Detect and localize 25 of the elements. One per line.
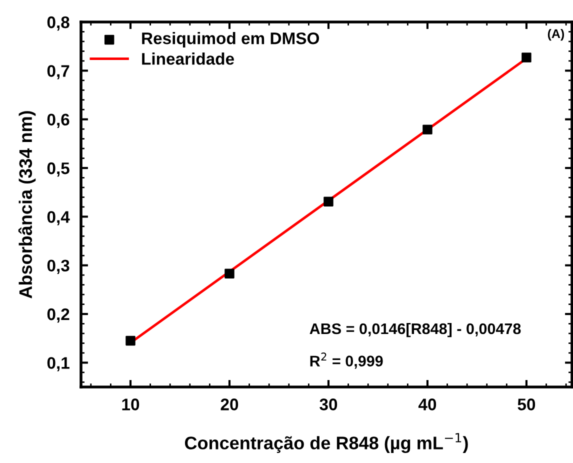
y-tick-label: 0,2 bbox=[47, 308, 70, 323]
annotation: (A) bbox=[548, 28, 564, 41]
x-tick-label: 10 bbox=[122, 398, 140, 410]
point bbox=[522, 52, 532, 62]
y-tick-label: 0,7 bbox=[47, 65, 70, 80]
x-tick-label: 30 bbox=[320, 398, 338, 410]
point bbox=[224, 268, 234, 278]
y-tick-label: 0,3 bbox=[47, 260, 70, 274]
point bbox=[324, 196, 334, 206]
x-tick-label: 40 bbox=[418, 398, 436, 410]
y-tick-label: 0,8 bbox=[47, 16, 70, 31]
legend-label: Linearidade bbox=[142, 52, 234, 65]
y-axis-title: Absorbância (334 nm) bbox=[18, 111, 36, 298]
annotation: R$^{2}$ = 0,999 bbox=[310, 352, 383, 369]
y-tick-label: 0,4 bbox=[47, 211, 70, 226]
annotation: ABS = 0,0146[R848] - 0,00478 bbox=[310, 322, 521, 338]
x-tick-label: 20 bbox=[220, 398, 238, 410]
point bbox=[126, 336, 136, 346]
point bbox=[422, 124, 432, 134]
y-tick-label: 0,6 bbox=[47, 114, 70, 128]
x-axis-title: Concentração de R848 (µg mL$^{−1}$) bbox=[184, 433, 468, 454]
y-tick-label: 0,5 bbox=[47, 162, 70, 177]
x-tick-label: 50 bbox=[518, 398, 536, 410]
legend-label: Resiquimod em DMSO bbox=[142, 32, 320, 48]
y-tick-label: 0,1 bbox=[47, 357, 70, 372]
